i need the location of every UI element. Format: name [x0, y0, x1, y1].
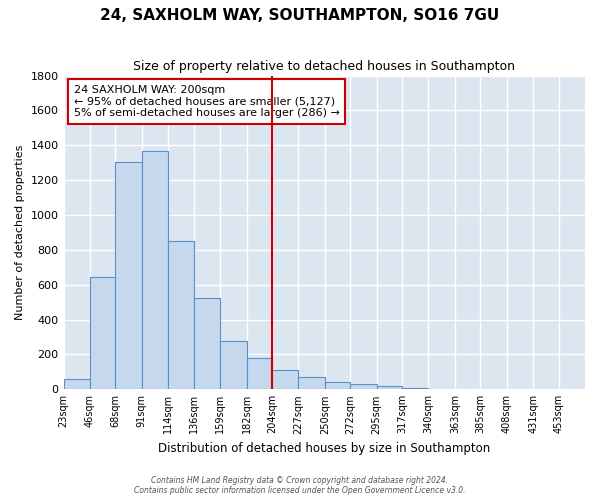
Y-axis label: Number of detached properties: Number of detached properties [15, 144, 25, 320]
Bar [142, 150, 168, 390]
Bar [64, 379, 90, 390]
Bar [298, 377, 325, 390]
Text: 24 SAXHOLM WAY: 200sqm
← 95% of detached houses are smaller (5,127)
5% of semi-d: 24 SAXHOLM WAY: 200sqm ← 95% of detached… [74, 85, 340, 118]
Bar [247, 358, 272, 390]
Title: Size of property relative to detached houses in Southampton: Size of property relative to detached ho… [133, 60, 515, 73]
Bar [377, 386, 402, 390]
Bar [402, 388, 428, 390]
Bar [272, 370, 298, 390]
Bar [168, 241, 194, 390]
Text: Contains HM Land Registry data © Crown copyright and database right 2024.
Contai: Contains HM Land Registry data © Crown c… [134, 476, 466, 495]
Bar [115, 162, 142, 390]
Bar [220, 340, 247, 390]
Bar [350, 384, 377, 390]
Bar [90, 277, 115, 390]
Bar [194, 298, 220, 390]
X-axis label: Distribution of detached houses by size in Southampton: Distribution of detached houses by size … [158, 442, 490, 455]
Bar [325, 382, 350, 390]
Text: 24, SAXHOLM WAY, SOUTHAMPTON, SO16 7GU: 24, SAXHOLM WAY, SOUTHAMPTON, SO16 7GU [100, 8, 500, 22]
